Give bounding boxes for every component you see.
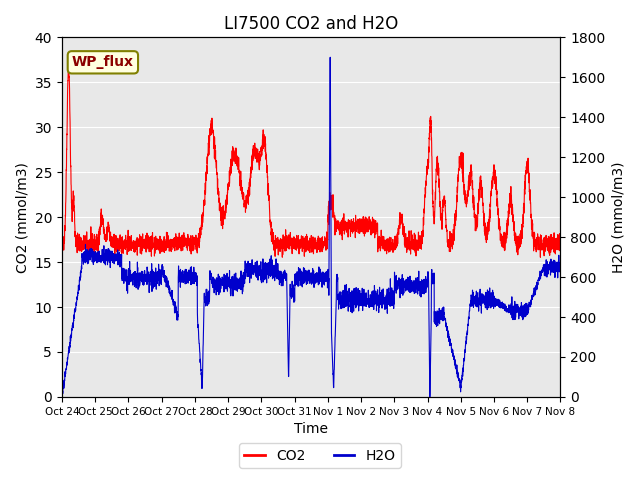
H2O [369, 298, 376, 304]
CO2 [197, 223, 205, 228]
H2O [509, 315, 517, 321]
Title: LI7500 CO2 and H2O: LI7500 CO2 and H2O [224, 15, 398, 33]
H2O [360, 297, 367, 303]
H2O [326, 54, 334, 60]
CO2 [557, 242, 564, 248]
CO2 [360, 222, 367, 228]
Text: WP_flux: WP_flux [72, 55, 134, 69]
CO2 [165, 239, 173, 244]
CO2 [369, 223, 376, 228]
CO2 [58, 239, 66, 245]
Line: CO2: CO2 [62, 60, 561, 257]
CO2 [536, 254, 544, 260]
H2O [557, 260, 564, 265]
Line: H2O: H2O [62, 57, 561, 397]
CO2 [557, 240, 564, 245]
H2O [58, 394, 66, 400]
X-axis label: Time: Time [294, 422, 328, 436]
H2O [426, 394, 434, 400]
H2O [197, 370, 205, 375]
CO2 [65, 57, 72, 63]
Legend: CO2, H2O: CO2, H2O [239, 443, 401, 468]
CO2 [509, 212, 517, 218]
Y-axis label: CO2 (mmol/m3): CO2 (mmol/m3) [15, 162, 29, 273]
H2O [165, 285, 173, 290]
Y-axis label: H2O (mmol/m3): H2O (mmol/m3) [611, 161, 625, 273]
H2O [557, 266, 564, 272]
